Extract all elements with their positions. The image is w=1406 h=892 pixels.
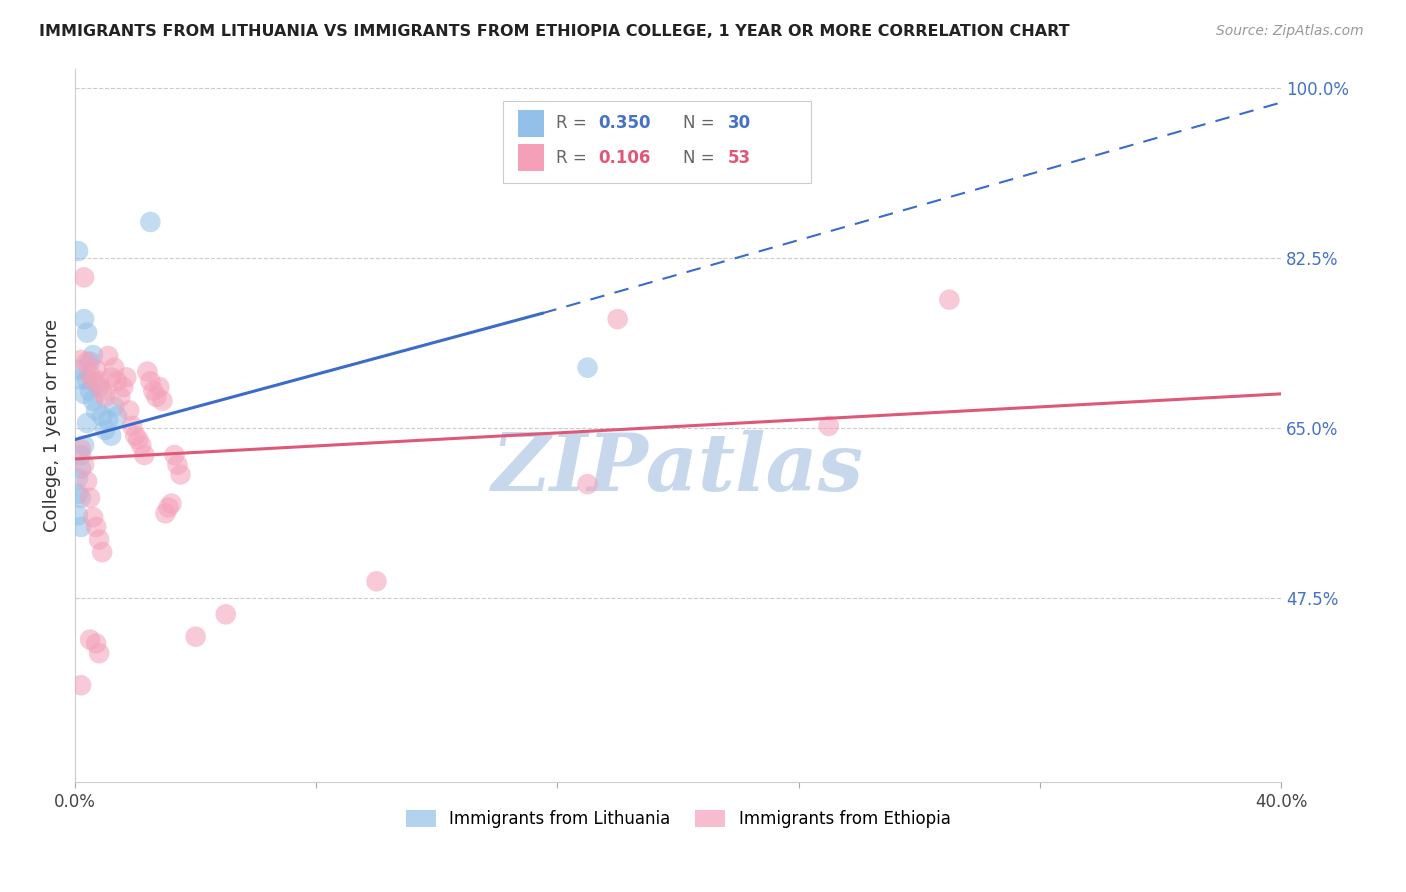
- Text: ZIPatlas: ZIPatlas: [492, 430, 865, 507]
- Point: [79, 368, 101, 382]
- Point: [76, 475, 98, 489]
- Point: [66, 508, 89, 523]
- Point: [73, 387, 96, 401]
- Point: [84, 403, 107, 417]
- Point: [169, 467, 191, 482]
- Point: [70, 520, 93, 534]
- Point: [127, 433, 149, 447]
- Point: [139, 215, 162, 229]
- Text: 0.106: 0.106: [599, 149, 651, 167]
- Point: [94, 390, 117, 404]
- FancyBboxPatch shape: [503, 101, 811, 183]
- Point: [817, 418, 839, 433]
- Point: [152, 393, 174, 408]
- Point: [70, 372, 93, 386]
- Point: [136, 365, 159, 379]
- Point: [576, 360, 599, 375]
- Point: [70, 448, 93, 462]
- Point: [105, 409, 128, 424]
- Point: [82, 510, 104, 524]
- Point: [938, 293, 960, 307]
- Point: [139, 374, 162, 388]
- Point: [73, 312, 96, 326]
- Point: [76, 326, 98, 340]
- Point: [76, 355, 98, 369]
- Text: N =: N =: [683, 114, 720, 133]
- Point: [105, 374, 128, 388]
- Point: [124, 428, 146, 442]
- Point: [112, 380, 135, 394]
- Point: [66, 487, 89, 501]
- Point: [97, 413, 120, 427]
- Point: [110, 390, 132, 404]
- Bar: [517, 145, 544, 171]
- Text: Source: ZipAtlas.com: Source: ZipAtlas.com: [1216, 24, 1364, 38]
- Point: [82, 348, 104, 362]
- Point: [84, 362, 107, 376]
- Y-axis label: College, 1 year or more: College, 1 year or more: [44, 318, 60, 532]
- Point: [73, 270, 96, 285]
- Point: [79, 384, 101, 398]
- Text: 0.350: 0.350: [599, 114, 651, 133]
- Point: [163, 448, 186, 462]
- Point: [66, 244, 89, 259]
- Point: [79, 491, 101, 505]
- Text: R =: R =: [557, 149, 592, 167]
- Point: [76, 416, 98, 430]
- Text: 30: 30: [727, 114, 751, 133]
- Point: [606, 312, 628, 326]
- Point: [76, 372, 98, 386]
- Point: [91, 545, 114, 559]
- Point: [82, 393, 104, 408]
- Point: [89, 646, 111, 660]
- Bar: [517, 110, 544, 137]
- Point: [118, 403, 141, 417]
- Point: [97, 349, 120, 363]
- Point: [70, 491, 93, 505]
- Text: IMMIGRANTS FROM LITHUANIA VS IMMIGRANTS FROM ETHIOPIA COLLEGE, 1 YEAR OR MORE CO: IMMIGRANTS FROM LITHUANIA VS IMMIGRANTS …: [39, 24, 1070, 39]
- Text: 53: 53: [727, 149, 751, 167]
- Point: [142, 384, 165, 398]
- Point: [148, 380, 170, 394]
- Point: [121, 418, 143, 433]
- Point: [100, 370, 122, 384]
- Legend: Immigrants from Lithuania, Immigrants from Ethiopia: Immigrants from Lithuania, Immigrants fr…: [399, 803, 957, 835]
- Point: [89, 533, 111, 547]
- Point: [576, 477, 599, 491]
- Point: [91, 384, 114, 398]
- Point: [166, 458, 188, 472]
- Point: [100, 428, 122, 442]
- Point: [66, 471, 89, 485]
- Point: [91, 409, 114, 424]
- Point: [145, 390, 167, 404]
- Point: [94, 423, 117, 437]
- Point: [89, 380, 111, 394]
- Point: [115, 370, 138, 384]
- Point: [79, 632, 101, 647]
- Point: [70, 352, 93, 367]
- Point: [89, 374, 111, 388]
- Point: [84, 520, 107, 534]
- Text: N =: N =: [683, 149, 720, 167]
- Point: [131, 438, 153, 452]
- Point: [79, 355, 101, 369]
- Text: R =: R =: [557, 114, 592, 133]
- Point: [366, 574, 388, 589]
- Point: [103, 360, 125, 375]
- Point: [70, 442, 93, 457]
- Point: [155, 506, 177, 520]
- Point: [215, 607, 238, 622]
- Point: [66, 362, 89, 376]
- Point: [157, 500, 180, 515]
- Point: [70, 461, 93, 475]
- Point: [70, 678, 93, 692]
- Point: [82, 374, 104, 388]
- Point: [103, 400, 125, 414]
- Point: [73, 458, 96, 472]
- Point: [184, 630, 207, 644]
- Point: [160, 497, 183, 511]
- Point: [84, 636, 107, 650]
- Point: [73, 438, 96, 452]
- Point: [134, 448, 156, 462]
